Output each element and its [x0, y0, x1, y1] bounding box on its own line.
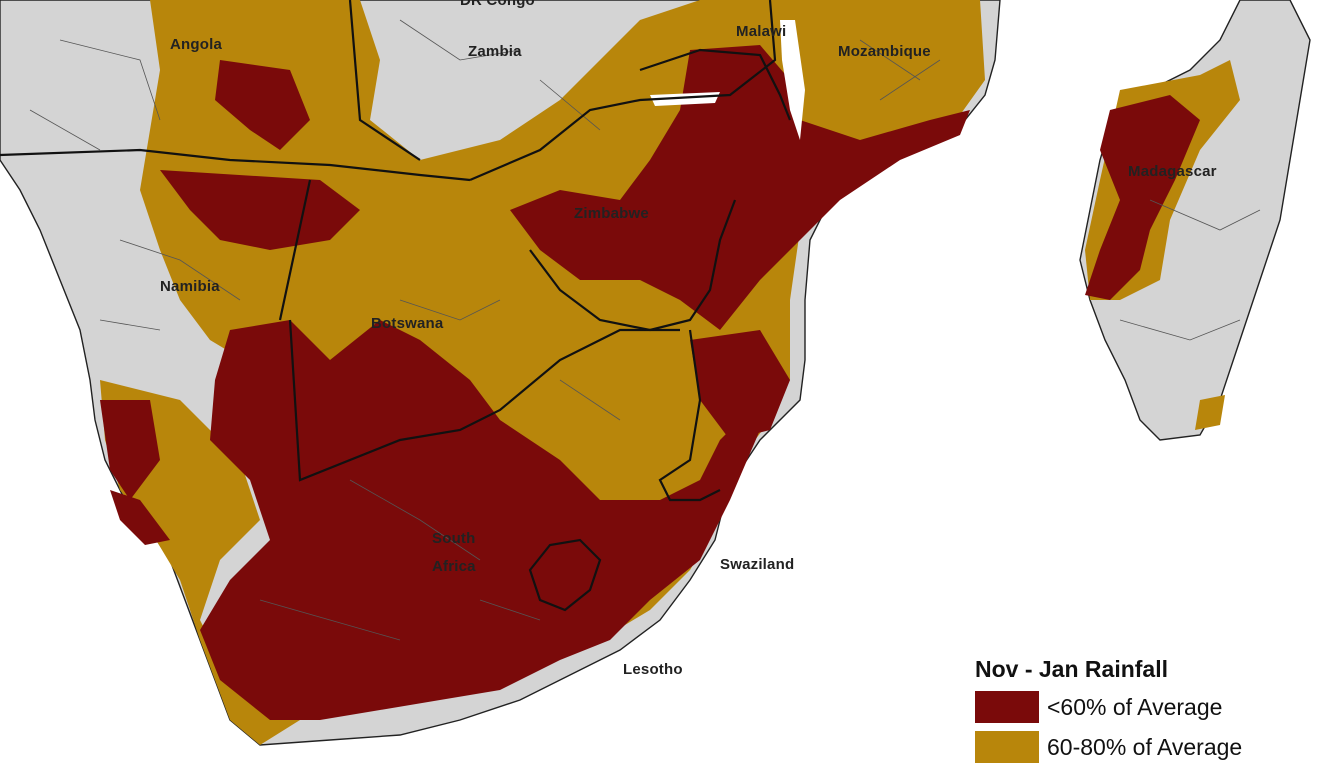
label-namibia: Namibia [160, 278, 220, 295]
label-mozambique: Mozambique [838, 43, 931, 60]
legend-title: Nov - Jan Rainfall [975, 656, 1168, 682]
national-borders [0, 0, 792, 612]
admin-boundaries [29, 19, 1261, 641]
legend-swatch-moderate [975, 731, 1039, 763]
rainfall-map [0, 0, 1311, 746]
label-malawi: Malawi [736, 23, 787, 40]
label-angola: Angola [170, 36, 223, 53]
legend-label-moderate: 60-80% of Average [1047, 733, 1243, 760]
label-south-africa-line1: South [432, 530, 476, 547]
label-madagascar: Madagascar [1128, 163, 1217, 180]
label-dr-congo: DR Congo [460, 0, 535, 9]
legend-item: <60% of Average [975, 691, 1242, 723]
lake-malawi [780, 20, 805, 140]
label-zambia: Zambia [468, 43, 522, 60]
label-botswana: Botswana [371, 315, 444, 332]
legend-item: 60-80% of Average [975, 731, 1242, 763]
label-swaziland: Swaziland [720, 556, 795, 573]
label-zimbabwe: Zimbabwe [574, 205, 649, 222]
legend-label-severe: <60% of Average [1047, 693, 1223, 720]
label-south-africa-line2: Africa [432, 558, 476, 575]
severe-deficit-regions [100, 45, 1200, 720]
label-lesotho: Lesotho [623, 661, 683, 678]
legend-swatch-severe [975, 691, 1039, 723]
